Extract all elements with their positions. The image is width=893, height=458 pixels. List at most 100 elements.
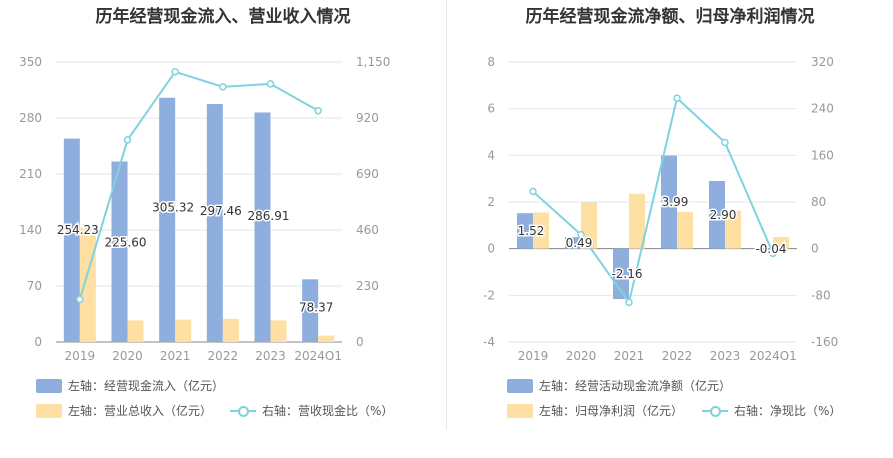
y-tick-label: 0 xyxy=(34,335,42,349)
line-point xyxy=(123,136,132,144)
bar-series1 xyxy=(757,248,773,250)
panel-divider xyxy=(446,0,447,430)
data-label: -2.16 xyxy=(611,267,642,281)
x-tick-label: 2023 xyxy=(710,349,741,360)
y2-tick-label: 80 xyxy=(811,195,826,209)
line-point xyxy=(529,187,537,196)
data-label: 286.91 xyxy=(248,209,290,223)
left-chart-svg: 0 70 140 210 280 350 0 230 460 690 920 1,150 2019 202… xyxy=(19,55,390,360)
legend-swatch-yellow xyxy=(36,403,62,418)
y2-tick-label: 0 xyxy=(356,335,364,349)
x-tick-label: 2019 xyxy=(518,349,549,360)
bar-series2 xyxy=(127,320,144,342)
bar-series2 xyxy=(629,193,645,249)
data-label: 3.99 xyxy=(662,195,689,209)
x-tick-label: 2019 xyxy=(65,349,96,360)
legend-label: 右轴：净现比（%） xyxy=(734,404,842,418)
bar-series1 xyxy=(565,237,581,249)
y2-tick-label: 240 xyxy=(811,102,834,116)
line-point xyxy=(171,67,179,76)
data-label: 0.49 xyxy=(566,236,593,250)
line-series xyxy=(78,70,319,300)
right-legend-line[interactable]: 右轴：净现比（%） xyxy=(702,402,841,419)
data-label: 254.23 xyxy=(57,223,99,237)
x-tick-label: 2020 xyxy=(112,349,143,360)
data-label: 305.32 xyxy=(152,201,194,215)
y-tick-label: -2 xyxy=(483,288,495,302)
legend-label: 右轴：营收现金比（%） xyxy=(262,404,394,418)
line-point xyxy=(769,249,777,258)
bar-series1 xyxy=(254,112,271,342)
legend-label: 左轴：经营现金流入（亿元） xyxy=(68,379,225,393)
bar-series1 xyxy=(206,104,223,342)
data-label: 2.90 xyxy=(710,208,737,222)
bar-series2 xyxy=(175,319,192,342)
bar-series1 xyxy=(63,138,80,342)
y2-tick-label: 460 xyxy=(356,223,379,237)
y-tick-label: 210 xyxy=(19,167,42,181)
y-tick-label: 350 xyxy=(19,55,42,69)
y2-tick-label: -80 xyxy=(811,288,831,302)
legend-swatch-yellow xyxy=(507,403,533,418)
line-point xyxy=(314,106,322,115)
data-label: 1.52 xyxy=(518,224,545,238)
y-tick-label: 8 xyxy=(487,55,495,69)
y2-tick-label: 230 xyxy=(356,279,379,293)
bar-series1 xyxy=(111,161,128,342)
bar-series2 xyxy=(222,318,239,342)
data-label: 78.37 xyxy=(299,301,333,315)
y2-tick-label: 160 xyxy=(811,148,834,162)
bar-series2 xyxy=(677,211,693,249)
left-legend-bar2[interactable]: 左轴：营业总收入（亿元） xyxy=(36,402,212,419)
right-chart-svg: -4 -2 0 2 4 6 8 -160 -80 0 80 160 240 320 2019 2020 2021… xyxy=(483,55,838,360)
y2-tick-label: 0 xyxy=(811,242,819,256)
bar-series2 xyxy=(318,335,335,342)
legend-swatch-blue xyxy=(36,378,62,393)
y-tick-label: 6 xyxy=(487,102,495,116)
y-tick-label: 70 xyxy=(27,279,42,293)
x-tick-label: 2021 xyxy=(614,349,645,360)
line-point xyxy=(721,138,729,147)
bar-series2 xyxy=(581,202,597,249)
bar-series2 xyxy=(79,227,96,342)
y-tick-label: 4 xyxy=(487,148,495,162)
line-point xyxy=(673,94,681,102)
left-legend-bar1[interactable]: 左轴：经营现金流入（亿元） xyxy=(36,377,224,394)
line-point xyxy=(266,80,275,88)
right-chart-title: 历年经营现金流净额、归母净利润情况 xyxy=(525,7,815,27)
bar-series1 xyxy=(302,279,319,342)
left-chart-panel: 历年经营现金流入、营业收入情况 0 70 140 210 280 350 0 230 460 69… xyxy=(0,0,446,430)
bar-series1 xyxy=(709,181,725,249)
line-point xyxy=(577,230,585,239)
y2-tick-label: 920 xyxy=(356,111,379,125)
y2-tick-label: 1,150 xyxy=(356,55,390,69)
y-tick-label: -4 xyxy=(483,335,495,349)
legend-label: 左轴：经营活动现金流净额（亿元） xyxy=(539,379,732,393)
y-tick-label: 0 xyxy=(487,242,495,256)
bar-series1 xyxy=(159,97,176,342)
bar-series2 xyxy=(270,320,287,342)
y2-tick-label: 690 xyxy=(356,167,379,181)
line-point xyxy=(219,83,227,91)
right-legend-bar1[interactable]: 左轴：经营活动现金流净额（亿元） xyxy=(507,377,731,394)
legend-label: 左轴：归母净利润（亿元） xyxy=(539,404,684,418)
data-label: -0.04 xyxy=(755,242,786,256)
right-chart-panel: 历年经营现金流净额、归母净利润情况 -4 -2 0 2 4 6 8 -160 -80 0 80 160… xyxy=(447,0,893,430)
y-tick-label: 2 xyxy=(487,195,495,209)
x-tick-label: 2020 xyxy=(566,349,597,360)
bar-series1 xyxy=(517,213,533,249)
bar-series2 xyxy=(533,212,549,249)
bar-series1 xyxy=(661,155,677,249)
x-tick-label: 2022 xyxy=(662,349,693,360)
legend-swatch-line xyxy=(702,404,728,418)
legend-swatch-blue xyxy=(507,378,533,393)
data-label: 297.46 xyxy=(200,204,242,218)
x-tick-label: 2024Q1 xyxy=(294,349,342,360)
y-tick-label: 280 xyxy=(19,111,42,125)
right-legend-bar2[interactable]: 左轴：归母净利润（亿元） xyxy=(507,402,683,419)
left-legend-line[interactable]: 右轴：营收现金比（%） xyxy=(230,402,393,419)
data-label: 225.60 xyxy=(105,236,147,250)
line-series xyxy=(532,96,774,305)
legend-label: 左轴：营业总收入（亿元） xyxy=(68,404,213,418)
legend-swatch-line xyxy=(230,404,256,418)
